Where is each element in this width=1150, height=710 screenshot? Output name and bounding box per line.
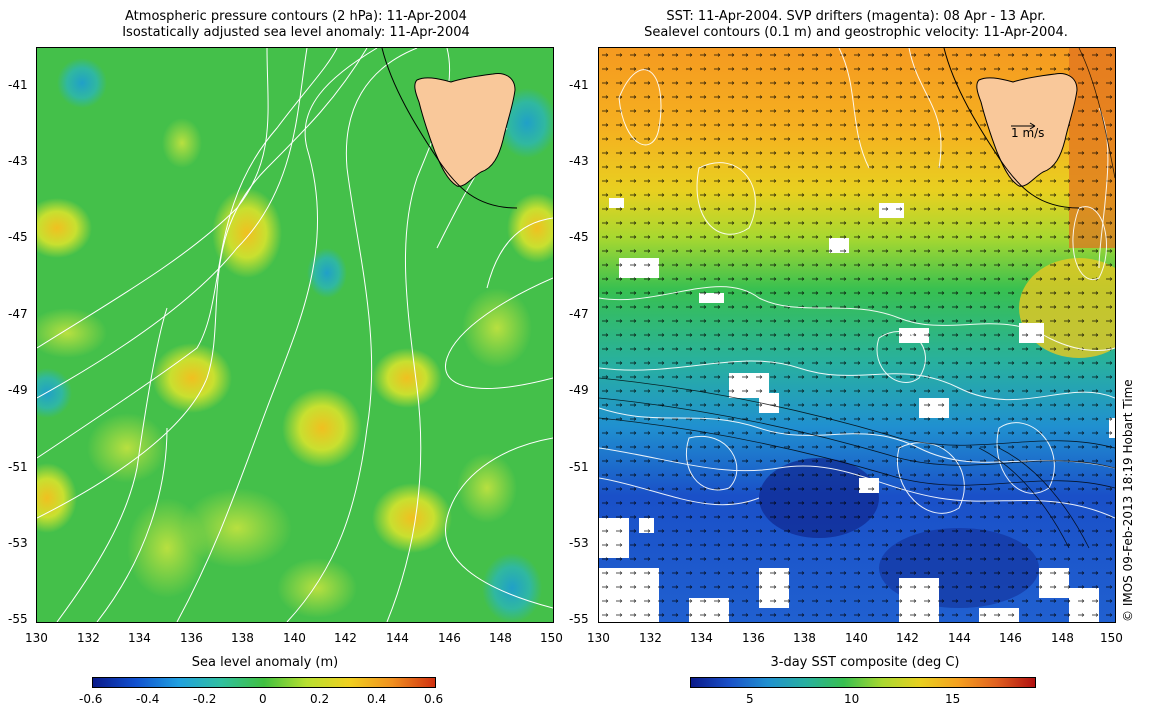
left-x-tick: 148 xyxy=(489,631,512,645)
sst-colorbar-label: 5 xyxy=(746,692,754,706)
right-y-tick: -43 xyxy=(569,154,589,168)
left-y-tick: -55 xyxy=(8,612,28,626)
right-x-tick: 132 xyxy=(639,631,662,645)
left-x-tick: 138 xyxy=(231,631,254,645)
sla-colorbar-label: 0.4 xyxy=(367,692,387,706)
right-x-tick: 138 xyxy=(793,631,816,645)
right-y-tick: -45 xyxy=(569,230,589,244)
right-y-tick: -41 xyxy=(569,78,589,92)
sla-colorbar-label: 0.2 xyxy=(310,692,330,706)
sst-colorbar-title: 3-day SST composite (deg C) xyxy=(770,655,960,670)
right-y-tick: -51 xyxy=(569,460,589,474)
sla-colorbar-label: 0.6 xyxy=(424,692,444,706)
left-x-tick: 130 xyxy=(25,631,48,645)
left-x-tick: 144 xyxy=(386,631,409,645)
velocity-scale-arrow xyxy=(1011,122,1036,130)
right-y-tick: -53 xyxy=(569,536,589,550)
right-panel-title: SST: 11-Apr-2004. SVP drifters (magenta)… xyxy=(586,9,1126,41)
left-x-tick: 146 xyxy=(438,631,461,645)
left-x-tick: 134 xyxy=(128,631,151,645)
right-x-tick: 148 xyxy=(1051,631,1074,645)
right-x-tick: 146 xyxy=(999,631,1022,645)
left-x-tick: 142 xyxy=(334,631,357,645)
left-y-tick: -47 xyxy=(8,307,28,321)
sla-colorbar-label: -0.2 xyxy=(193,692,217,706)
right-x-tick: 136 xyxy=(742,631,765,645)
right-y-tick: -47 xyxy=(569,307,589,321)
left-y-tick: -53 xyxy=(8,536,28,550)
right-title-line1: SST: 11-Apr-2004. SVP drifters (magenta)… xyxy=(666,9,1046,24)
sla-map-graphic xyxy=(37,48,553,622)
right-x-tick: 140 xyxy=(845,631,868,645)
velocity-scale-label: 1 m/s xyxy=(1011,126,1045,140)
right-title-line2: Sealevel contours (0.1 m) and geostrophi… xyxy=(644,25,1068,40)
right-x-tick: 144 xyxy=(948,631,971,645)
sla-colorbar-label: 0 xyxy=(259,692,267,706)
sla-colorbar-label: -0.6 xyxy=(79,692,103,706)
tasmania-landmass xyxy=(414,73,516,187)
left-panel-title: Atmospheric pressure contours (2 hPa): 1… xyxy=(36,9,556,41)
sst-map-graphic xyxy=(599,48,1115,622)
left-x-tick: 136 xyxy=(180,631,203,645)
right-x-tick: 142 xyxy=(896,631,919,645)
sst-colorbar-label: 10 xyxy=(844,692,860,706)
left-y-tick: -51 xyxy=(8,460,28,474)
tasmania-landmass-sst xyxy=(976,73,1078,187)
right-y-tick: -49 xyxy=(569,383,589,397)
left-y-tick: -43 xyxy=(8,154,28,168)
sea-level-anomaly-map xyxy=(36,47,554,623)
left-x-tick: 140 xyxy=(283,631,306,645)
imos-credit: © IMOS 09-Feb-2013 18:19 Hobart Time xyxy=(1121,379,1135,622)
sst-colorbar xyxy=(690,677,1036,688)
right-x-tick: 134 xyxy=(690,631,713,645)
sla-colorbar-title: Sea level anomaly (m) xyxy=(191,655,339,670)
right-y-tick: -55 xyxy=(569,612,589,626)
sst-map: 1 m/s xyxy=(598,47,1116,623)
left-x-tick: 132 xyxy=(77,631,100,645)
left-y-tick: -49 xyxy=(8,383,28,397)
sla-colorbar xyxy=(92,677,436,688)
left-x-tick: 150 xyxy=(540,631,563,645)
sla-colorbar-label: -0.4 xyxy=(136,692,160,706)
left-title-line2: Isostatically adjusted sea level anomaly… xyxy=(122,25,470,40)
sst-colorbar-label: 15 xyxy=(945,692,961,706)
left-y-tick: -41 xyxy=(8,78,28,92)
left-title-line1: Atmospheric pressure contours (2 hPa): 1… xyxy=(125,9,467,24)
right-x-tick: 150 xyxy=(1100,631,1123,645)
right-x-tick: 130 xyxy=(587,631,610,645)
left-y-tick: -45 xyxy=(8,230,28,244)
